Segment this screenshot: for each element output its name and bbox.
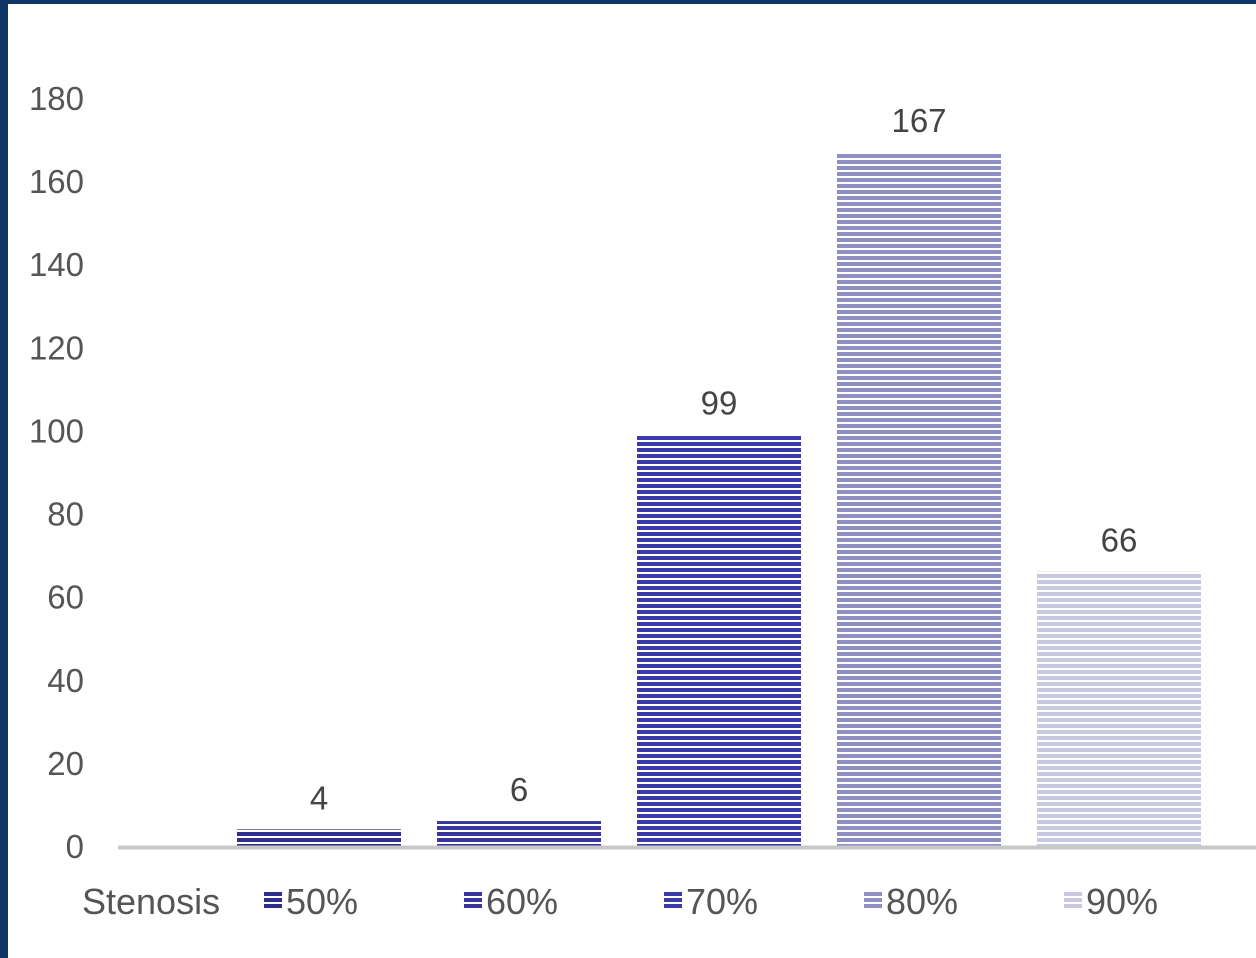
legend-title: Stenosis bbox=[82, 881, 220, 922]
bar-70pct bbox=[637, 434, 801, 846]
legend-swatch bbox=[864, 892, 882, 910]
stenosis-bar-chart: 0 20 40 60 80 100 120 140 160 180 4 6 99 167 66 Steno… bbox=[29, 80, 1256, 922]
legend-swatch bbox=[1064, 892, 1082, 910]
legend: Stenosis 50% 60% 70% 80% 90% bbox=[82, 881, 1158, 922]
y-tick-label: 20 bbox=[47, 745, 84, 782]
legend-swatch bbox=[664, 892, 682, 910]
y-tick-label: 180 bbox=[29, 80, 84, 117]
y-tick-label: 40 bbox=[47, 662, 84, 699]
legend-item-label: 50% bbox=[286, 881, 358, 922]
data-labels: 4 6 99 167 66 bbox=[310, 102, 1138, 816]
legend-item-label: 90% bbox=[1086, 881, 1158, 922]
y-tick-label: 120 bbox=[29, 329, 84, 366]
bar-80pct bbox=[837, 152, 1001, 846]
legend-swatch bbox=[464, 892, 482, 910]
legend-item-label: 70% bbox=[686, 881, 758, 922]
y-axis: 0 20 40 60 80 100 120 140 160 180 bbox=[29, 80, 84, 865]
y-tick-label: 140 bbox=[29, 246, 84, 283]
data-label: 99 bbox=[701, 385, 738, 422]
data-label: 6 bbox=[510, 771, 528, 808]
y-tick-label: 100 bbox=[29, 412, 84, 449]
data-label: 4 bbox=[310, 779, 328, 816]
bars bbox=[237, 152, 1201, 846]
y-tick-label: 60 bbox=[47, 579, 84, 616]
y-tick-label: 80 bbox=[47, 496, 84, 533]
y-tick-label: 160 bbox=[29, 163, 84, 200]
legend-item-label: 60% bbox=[486, 881, 558, 922]
legend-swatch bbox=[264, 892, 282, 910]
data-label: 167 bbox=[891, 102, 946, 139]
bar-60pct bbox=[437, 821, 601, 846]
bar-50pct bbox=[237, 829, 401, 846]
legend-item-label: 80% bbox=[886, 881, 958, 922]
chart-panel: 0 20 40 60 80 100 120 140 160 180 4 6 99 167 66 Steno… bbox=[8, 4, 1256, 958]
data-label: 66 bbox=[1101, 522, 1138, 559]
y-tick-label: 0 bbox=[66, 828, 84, 865]
bar-90pct bbox=[1037, 571, 1201, 846]
